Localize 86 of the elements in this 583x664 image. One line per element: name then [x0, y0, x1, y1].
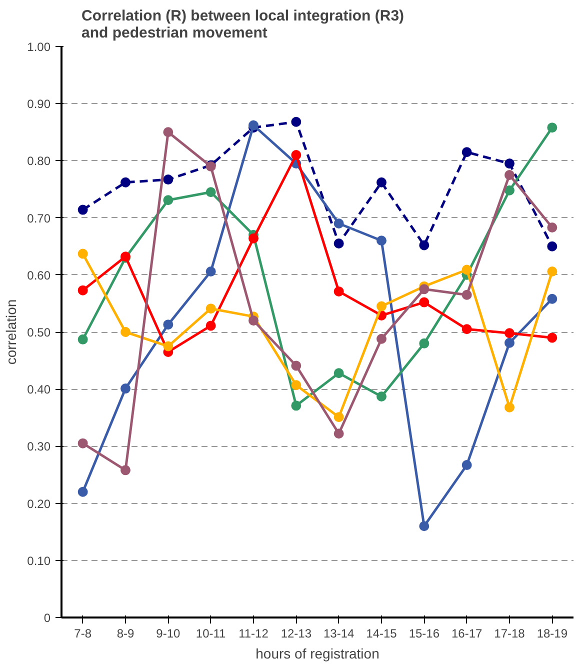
point [547, 122, 558, 133]
y-axis-title: correlation [3, 299, 20, 365]
x-tick-label: 12-13 [280, 626, 312, 640]
y-tick-label: 0.50 [27, 326, 51, 340]
x-tick-label: 9-10 [156, 626, 180, 640]
point [504, 185, 514, 196]
point [291, 360, 302, 371]
point [462, 460, 472, 470]
point [504, 328, 514, 338]
point [376, 236, 386, 246]
point [462, 264, 472, 275]
x-tick-label: 16-17 [451, 626, 483, 640]
point [291, 116, 302, 127]
point [78, 438, 88, 448]
point [334, 428, 344, 439]
y-tick-label: 0.90 [27, 97, 51, 112]
point [504, 338, 514, 348]
point [291, 380, 302, 390]
point [78, 486, 88, 497]
point [547, 294, 558, 304]
point [206, 320, 216, 331]
point [78, 248, 88, 259]
y-tick-label: 0.60 [27, 268, 51, 282]
point [462, 147, 472, 158]
point [163, 174, 174, 185]
point [163, 127, 174, 138]
y-tick-label: 0.20 [27, 496, 51, 511]
point [163, 195, 174, 206]
point [291, 150, 302, 160]
point [120, 177, 130, 188]
y-tick-label: 0.40 [27, 382, 51, 397]
point [547, 332, 558, 343]
x-tick-label: 17-18 [494, 626, 526, 640]
y-tick-label: 1.00 [27, 40, 51, 54]
y-tick-label: 0.30 [27, 440, 51, 454]
point [248, 233, 258, 244]
point [547, 266, 558, 276]
point [419, 240, 430, 250]
point [547, 241, 558, 252]
point [376, 392, 386, 402]
point [504, 158, 514, 169]
x-tick-label: 8-9 [116, 626, 134, 640]
point [78, 204, 88, 215]
point [419, 521, 430, 532]
y-tick-label: 0 [44, 611, 51, 625]
chart-title: Correlation (R) between local integration (R3) and pedestrian movement [82, 8, 404, 42]
y-tick-label: 0.80 [27, 154, 51, 168]
point [248, 120, 258, 130]
point [334, 218, 344, 228]
x-tick-label: 15-16 [408, 626, 440, 640]
point [376, 301, 386, 312]
point [376, 334, 386, 344]
point [206, 304, 216, 314]
point [419, 297, 430, 308]
x-tick-label: 10-11 [196, 626, 226, 640]
point [206, 266, 216, 276]
y-tick-label: 0.10 [27, 554, 51, 568]
point [248, 316, 258, 326]
point [462, 290, 472, 300]
x-axis-title: hours of registration [256, 646, 380, 662]
point [334, 412, 344, 422]
point [419, 284, 430, 294]
point [206, 187, 216, 198]
point [334, 286, 344, 296]
point [376, 177, 386, 188]
point [163, 320, 174, 330]
point [334, 238, 344, 248]
point [504, 402, 514, 412]
point [163, 341, 174, 352]
x-tick-label: 14-15 [366, 626, 398, 640]
point [291, 400, 302, 411]
point [120, 327, 130, 337]
point [120, 465, 130, 476]
y-tick-label: 0.70 [27, 211, 51, 226]
x-tick-label: 7-8 [74, 626, 92, 640]
x-tick-label: 13-14 [323, 626, 355, 640]
point [78, 334, 88, 344]
x-tick-label: 18-19 [536, 626, 568, 640]
point [504, 170, 514, 180]
point [120, 384, 130, 394]
point [334, 368, 344, 378]
x-tick-label: 11-12 [238, 626, 269, 640]
point [78, 285, 88, 296]
point [547, 222, 558, 232]
point [419, 338, 430, 348]
point [462, 324, 472, 334]
